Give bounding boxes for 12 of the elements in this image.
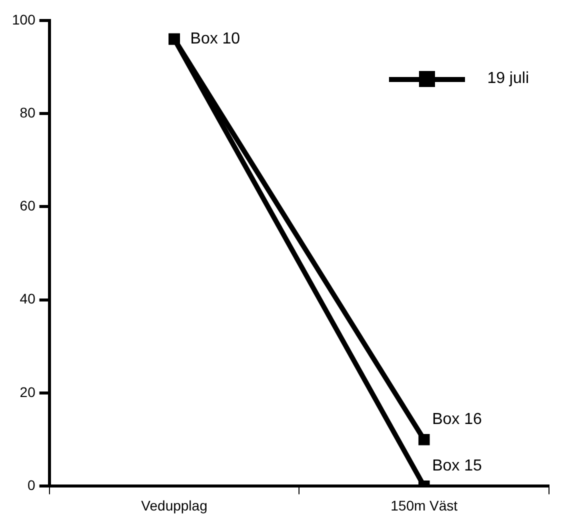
legend-label: 19 juli	[487, 70, 529, 88]
annotation: Box 15	[432, 458, 482, 475]
y-tick-label: 100	[12, 11, 36, 28]
annotation: Box 10	[190, 30, 240, 48]
x-tick-label: Vedupplag	[141, 497, 208, 514]
y-tick-label: 20	[20, 384, 36, 400]
y-tick-label: 60	[20, 198, 36, 214]
annotation: Box 16	[432, 411, 482, 428]
y-tick-label: 80	[20, 104, 36, 120]
x-tick-label: 150m Väst	[390, 497, 458, 514]
y-tick-label: 40	[20, 290, 36, 307]
y-tick-label: 0	[28, 477, 36, 494]
